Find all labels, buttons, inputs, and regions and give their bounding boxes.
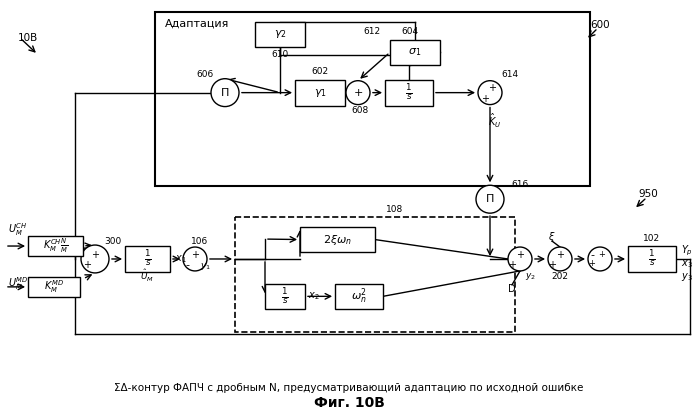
Text: $y_2$: $y_2$	[525, 272, 536, 282]
Text: 606: 606	[196, 70, 214, 79]
Text: $K_M^{CH}\frac{N}{M}$: $K_M^{CH}\frac{N}{M}$	[43, 237, 68, 255]
Text: +: +	[91, 250, 99, 260]
Text: 604: 604	[401, 27, 419, 36]
Bar	[235, 217, 515, 332]
Text: $y_3$: $y_3$	[681, 271, 693, 283]
Bar	[385, 80, 433, 105]
Text: $\frac{1}{s}$: $\frac{1}{s}$	[281, 286, 289, 307]
Text: 202: 202	[551, 272, 568, 281]
Text: $Y_p$: $Y_p$	[681, 244, 693, 258]
Text: +: +	[83, 260, 91, 270]
Text: $\omega_n^2$: $\omega_n^2$	[351, 286, 367, 306]
Text: $x_3$: $x_3$	[681, 258, 693, 270]
Circle shape	[476, 185, 504, 213]
Text: $\gamma_2$: $\gamma_2$	[274, 28, 286, 40]
Circle shape	[81, 245, 109, 273]
Text: 10В: 10В	[18, 33, 38, 43]
Text: $\sigma_1$: $\sigma_1$	[408, 47, 422, 58]
Bar	[390, 40, 440, 65]
Circle shape	[548, 247, 572, 271]
Bar	[255, 22, 305, 47]
Text: Фиг. 10В: Фиг. 10В	[313, 396, 385, 410]
Text: $x_1$: $x_1$	[175, 253, 186, 265]
Text: $2\xi\omega_n$: $2\xi\omega_n$	[323, 232, 352, 246]
Text: 610: 610	[272, 50, 289, 59]
Text: $\hat{K}_U$: $\hat{K}_U$	[489, 112, 502, 129]
Text: 612: 612	[364, 27, 380, 36]
Text: +: +	[599, 250, 605, 260]
Text: D: D	[508, 284, 516, 294]
Text: +: +	[556, 250, 564, 260]
Text: $\frac{1}{s}$: $\frac{1}{s}$	[144, 249, 151, 269]
Text: +: +	[488, 83, 496, 93]
Text: +: +	[481, 94, 489, 103]
Circle shape	[211, 79, 239, 107]
Text: Π: Π	[486, 194, 494, 204]
Text: $K_M^{MD}$: $K_M^{MD}$	[44, 279, 64, 295]
Text: 600: 600	[591, 20, 610, 30]
Bar	[300, 227, 375, 252]
Text: +: +	[508, 260, 516, 270]
Bar	[28, 236, 83, 256]
Text: $\frac{1}{s}$: $\frac{1}{s}$	[406, 82, 413, 103]
Text: $\hat{U}_M$: $\hat{U}_M$	[140, 268, 154, 284]
Text: $\frac{1}{s}$: $\frac{1}{s}$	[648, 249, 656, 269]
Text: +: +	[548, 260, 556, 270]
Text: +: +	[191, 250, 199, 260]
Text: -: -	[185, 260, 189, 270]
Text: -: -	[590, 250, 594, 260]
Circle shape	[183, 247, 207, 271]
Bar	[335, 284, 383, 309]
Text: +: +	[588, 260, 595, 269]
Circle shape	[478, 81, 502, 105]
Bar	[628, 246, 676, 272]
Text: 608: 608	[351, 106, 369, 115]
Text: 108: 108	[387, 205, 403, 214]
Text: 614: 614	[501, 70, 519, 79]
Circle shape	[508, 247, 532, 271]
Text: $\gamma_1$: $\gamma_1$	[313, 87, 327, 98]
Text: +: +	[516, 250, 524, 260]
Text: 300: 300	[105, 236, 121, 246]
Text: ΣΔ-контур ФАПЧ с дробным N, предусматривающий адаптацию по исходной ошибке: ΣΔ-контур ФАПЧ с дробным N, предусматрив…	[114, 384, 584, 393]
Circle shape	[346, 81, 370, 105]
Bar	[265, 284, 305, 309]
Text: 102: 102	[644, 234, 660, 243]
Bar	[295, 80, 345, 105]
Text: $x_2$: $x_2$	[308, 290, 320, 302]
Text: +: +	[353, 88, 363, 98]
Text: $y_1$: $y_1$	[200, 262, 211, 272]
Text: $U_M^{CH}$: $U_M^{CH}$	[8, 221, 27, 237]
Text: Адаптация: Адаптация	[165, 19, 230, 29]
Text: Π: Π	[221, 88, 229, 98]
Text: 950: 950	[638, 189, 658, 199]
Text: $\xi$: $\xi$	[548, 230, 556, 244]
Bar	[28, 277, 80, 297]
Text: 602: 602	[311, 67, 329, 76]
Bar	[155, 12, 590, 186]
Bar	[125, 246, 170, 272]
Text: $U_M^{MD}$: $U_M^{MD}$	[8, 276, 29, 292]
Circle shape	[588, 247, 612, 271]
Text: 106: 106	[191, 236, 209, 246]
Text: 616: 616	[512, 180, 528, 189]
